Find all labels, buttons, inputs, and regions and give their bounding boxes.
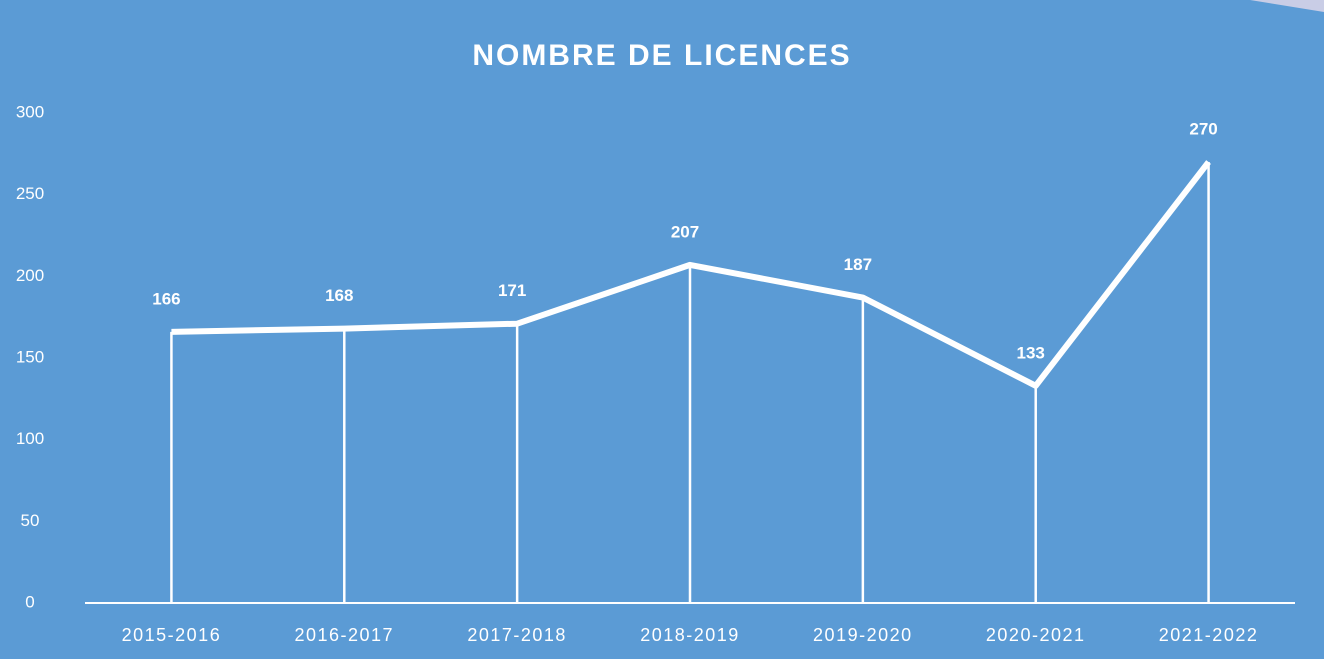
x-tick-label: 2016-2017 [294,625,394,645]
chart-title: NOMBRE DE LICENCES [472,39,851,72]
data-label: 166 [152,289,180,308]
data-label: 187 [844,255,872,274]
x-tick-label: 2015-2016 [122,625,222,645]
x-tick-label: 2021-2022 [1159,625,1259,645]
x-tick-label: 2018-2019 [640,625,740,645]
y-tick-label: 150 [16,347,44,366]
x-tick-label: 2017-2018 [467,625,567,645]
x-tick-label: 2019-2020 [813,625,913,645]
y-tick-label: 50 [21,511,40,530]
data-line [171,160,1211,389]
data-label: 171 [498,281,526,300]
x-tick-label: 2020-2021 [986,625,1086,645]
data-label: 270 [1189,119,1217,138]
data-label: 133 [1017,343,1045,362]
corner-decoration [1250,0,1324,12]
y-tick-label: 100 [16,429,44,448]
y-tick-label: 0 [25,592,34,611]
y-tick-label: 200 [16,266,44,285]
y-tick-label: 300 [16,102,44,121]
data-label: 207 [671,222,699,241]
y-tick-label: 250 [16,184,44,203]
data-label: 168 [325,286,353,305]
